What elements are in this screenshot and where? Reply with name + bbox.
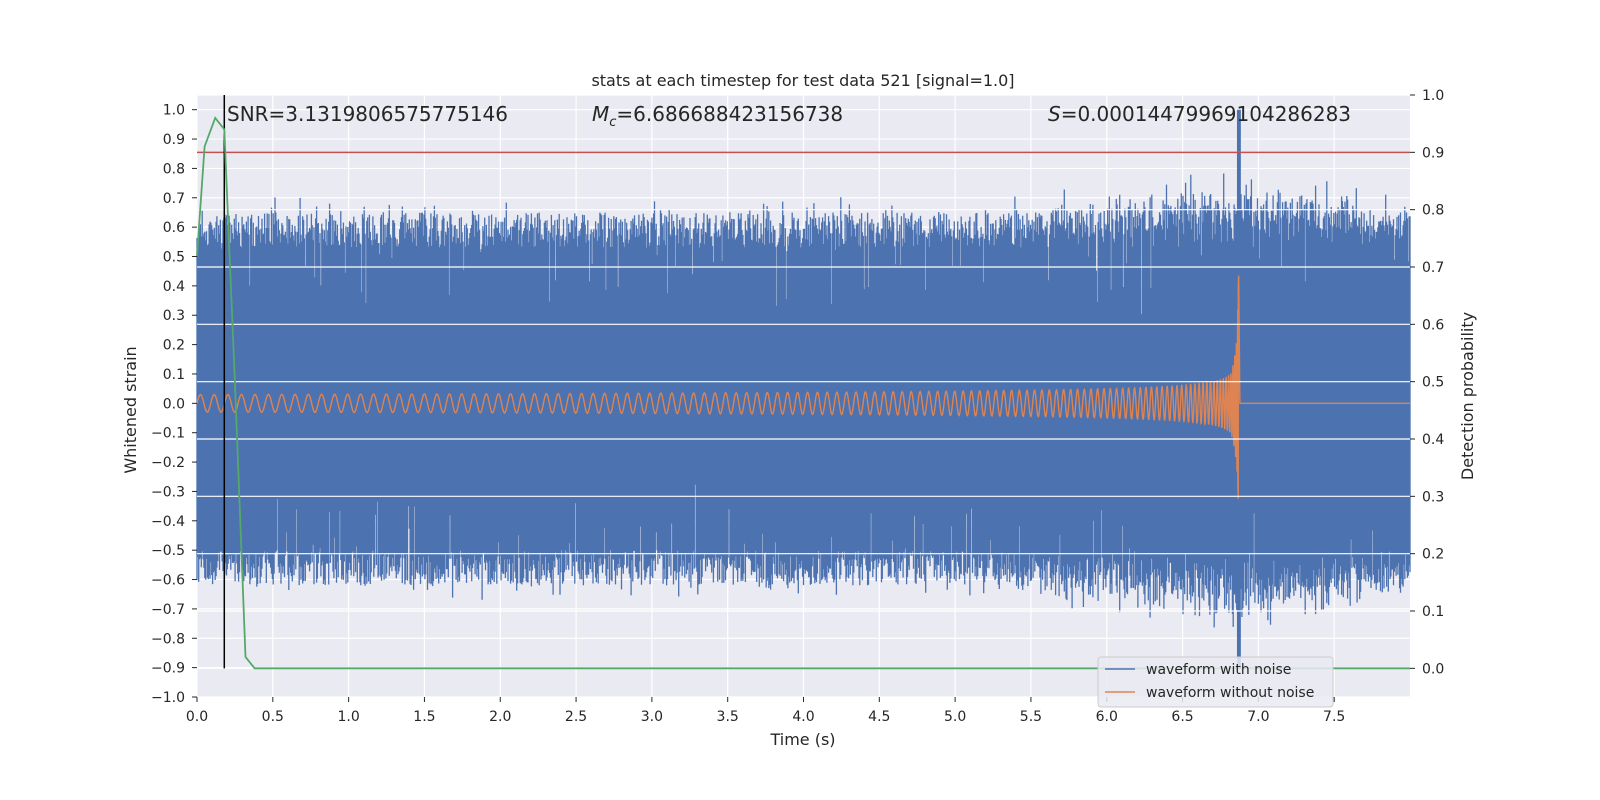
- noise-waveform-line: [196, 109, 1411, 668]
- y-right-tick-label: 0.6: [1422, 317, 1444, 333]
- y-right-tick-label: 0.9: [1422, 145, 1444, 161]
- y-left-tick-label: −0.6: [151, 573, 185, 589]
- y-right-tick-label: 0.3: [1422, 489, 1444, 505]
- y-left-tick-label: 0.8: [163, 161, 185, 177]
- x-tick-label: 2.0: [489, 709, 511, 725]
- x-tick-label: 2.5: [565, 709, 587, 725]
- detection-probability-line: [196, 116, 1410, 670]
- chirp-mass-value: =6.686688423156738: [616, 102, 843, 126]
- chart-title: stats at each timestep for test data 521…: [591, 71, 1014, 90]
- y-right-tick-label: 0.0: [1422, 661, 1444, 677]
- chirp-mass-subscript: c: [609, 115, 616, 130]
- chirp-mass-symbol: M: [592, 102, 609, 126]
- y-left-tick-label: 0.2: [163, 338, 185, 354]
- y-left-tick-label: 0.5: [163, 250, 185, 266]
- y-left-tick-label: 0.3: [163, 308, 185, 324]
- x-tick-label: 1.0: [337, 709, 359, 725]
- y-left-tick-label: −0.5: [151, 543, 185, 559]
- x-tick-label: 0.0: [186, 709, 208, 725]
- score-symbol: S: [1048, 102, 1061, 126]
- x-tick-label: 7.0: [1247, 709, 1269, 725]
- y-axis-right-label: Detection probability: [1458, 312, 1477, 480]
- score-annotation: S=0.0001447996910428628​3: [1048, 102, 1351, 126]
- y-left-tick-label: −1.0: [151, 690, 185, 706]
- series-waveform-without-noise: [196, 275, 1410, 499]
- x-tick-label: 7.5: [1323, 709, 1345, 725]
- x-tick-label: 4.5: [868, 709, 890, 725]
- clean-waveform-line: [196, 275, 1410, 499]
- y-left-tick-label: 0.6: [163, 220, 185, 236]
- y-left-tick-label: 0.4: [163, 279, 185, 295]
- x-tick-label: 4.0: [792, 709, 814, 725]
- legend-label-noise: waveform with noise: [1146, 662, 1291, 678]
- x-tick-label: 6.0: [1096, 709, 1118, 725]
- y-left-tick-label: 0.0: [163, 396, 185, 412]
- overlay-lines: [196, 94, 1410, 670]
- x-tick-label: 1.5: [413, 709, 435, 725]
- y-left-tick-label: −0.1: [151, 426, 185, 442]
- y-right-tick-label: 0.4: [1422, 432, 1444, 448]
- legend: waveform with noise waveform without noi…: [1097, 656, 1334, 708]
- x-axis-label: Time (s): [769, 730, 835, 749]
- y-left-tick-label: −0.4: [151, 514, 185, 530]
- y-left-tick-label: 0.1: [163, 367, 185, 383]
- y-left-tick-label: −0.3: [151, 484, 185, 500]
- y-left-tick-label: 1.0: [163, 103, 185, 119]
- y-right-tick-label: 0.1: [1422, 604, 1444, 620]
- y-right-tick-label: 0.8: [1422, 203, 1444, 219]
- axis-ticks: 0.0 0.5 1.0 1.5 2.0 2.5 3.0 3.5 4.0 4.5 5.0 5.5 6.0 6…: [151, 88, 1444, 725]
- chirp-mass-annotation: Mc=6.686688423156738: [592, 102, 843, 130]
- y-right-tick-label: 0.2: [1422, 547, 1444, 563]
- y-left-tick-label: −0.2: [151, 455, 185, 471]
- snr-annotation: SNR=3.1319806575775146: [227, 102, 508, 126]
- x-tick-label: 5.0: [944, 709, 966, 725]
- y-right-tick-label: 1.0: [1422, 88, 1444, 104]
- x-tick-label: 5.5: [1020, 709, 1042, 725]
- x-tick-label: 3.5: [717, 709, 739, 725]
- y-left-tick-label: 0.7: [163, 191, 185, 207]
- y-right-tick-label: 0.5: [1422, 375, 1444, 391]
- legend-label-clean: waveform without noise: [1146, 685, 1314, 701]
- y-left-tick-label: −0.8: [151, 631, 185, 647]
- y-right-tick-label: 0.7: [1422, 260, 1444, 276]
- x-tick-label: 6.5: [1171, 709, 1193, 725]
- y-left-tick-label: 0.9: [163, 132, 185, 148]
- score-value: =0.0001447996910428628​3: [1061, 102, 1351, 126]
- x-tick-label: 0.5: [262, 709, 284, 725]
- y-left-tick-label: −0.9: [151, 661, 185, 677]
- y-axis-left-label: Whitened strain: [121, 346, 140, 473]
- series-waveform-with-noise: [196, 109, 1411, 668]
- legend-frame: [1097, 656, 1334, 708]
- y-left-tick-label: −0.7: [151, 602, 185, 618]
- x-tick-label: 3.0: [641, 709, 663, 725]
